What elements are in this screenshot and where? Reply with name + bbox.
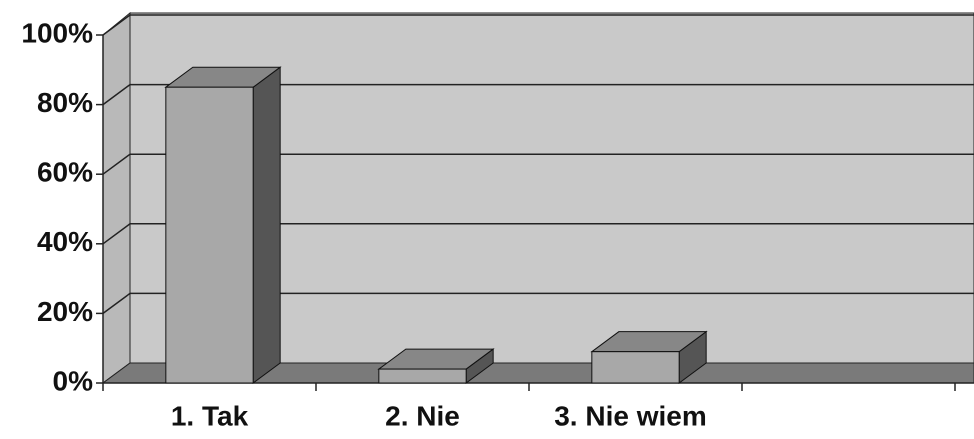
x-tick-label: 3. Nie wiem — [554, 400, 707, 431]
bar-front — [591, 351, 680, 384]
bars — [164, 66, 708, 384]
bar-side — [252, 66, 281, 384]
y-tick-label: 60% — [37, 157, 93, 188]
side-wall — [102, 11, 131, 384]
y-tick-label: 100% — [21, 17, 93, 48]
y-tick-label: 0% — [53, 365, 94, 396]
bar — [590, 330, 708, 384]
x-tick-label: 2. Nie — [385, 400, 460, 431]
y-tick-label: 80% — [37, 87, 93, 118]
y-tick-label: 40% — [37, 226, 93, 257]
bar — [377, 348, 495, 384]
x-tick-label: 1. Tak — [171, 400, 249, 431]
grid-line — [102, 14, 974, 36]
grid-line — [102, 153, 974, 175]
bar — [164, 66, 282, 384]
bar-front — [165, 86, 254, 384]
labels: 0% 20% 40% 60% 80% 100% 1. Tak 2. Nie 3. Nie wie… — [21, 17, 706, 431]
grid-line — [102, 223, 974, 245]
bar-front — [378, 368, 467, 384]
grid-line — [102, 292, 974, 315]
y-tick-label: 20% — [37, 296, 93, 327]
grid-line — [102, 83, 974, 106]
